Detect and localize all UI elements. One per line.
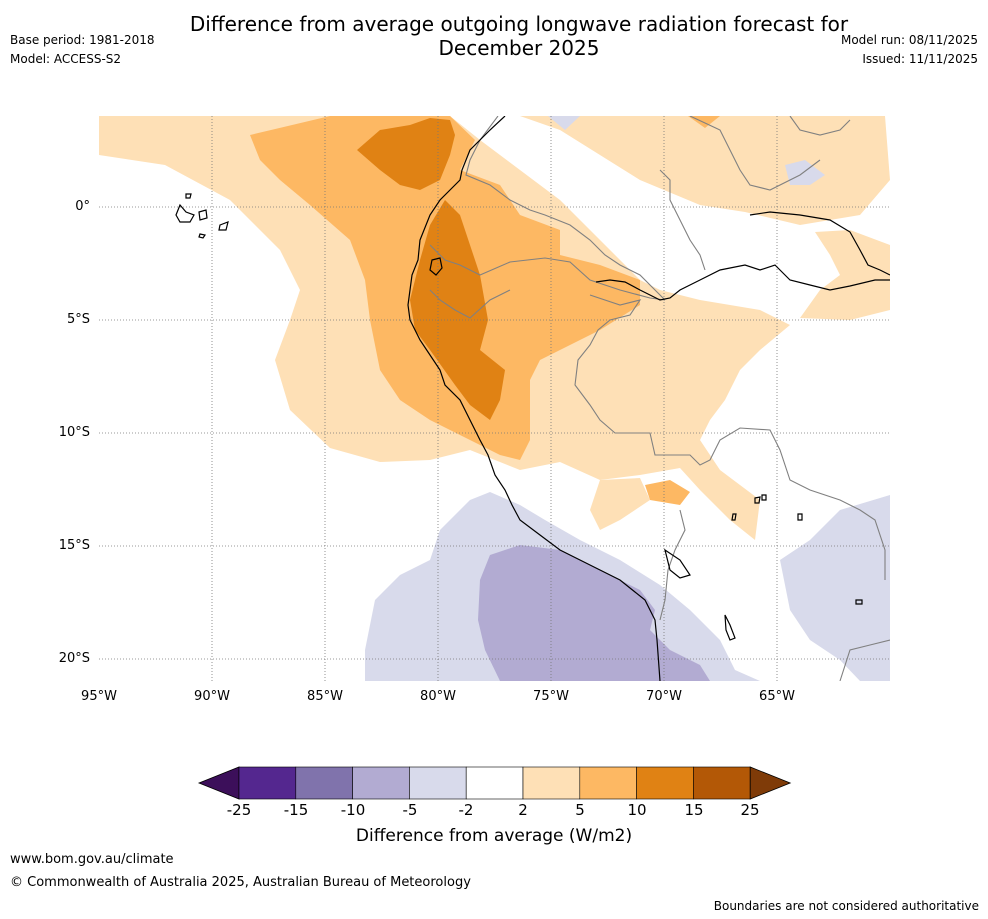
coastlines [175, 116, 890, 681]
title-line-1: Difference from average outgoing longwav… [189, 12, 849, 36]
colorbar [197, 766, 792, 800]
colorbar-swatch [693, 766, 751, 800]
disclaimer-text: Boundaries are not considered authoritat… [713, 899, 979, 913]
lat-label-5s: 5°S [66, 312, 90, 327]
lat-label-0: 0° [75, 199, 90, 214]
colorbar-swatch [295, 766, 353, 800]
chart-title: Difference from average outgoing longwav… [0, 12, 988, 60]
colorbar-swatch [465, 766, 524, 800]
colorbar-swatch [238, 766, 297, 800]
colorbar-tick-label: 5 [575, 801, 585, 819]
colorbar-swatch [636, 766, 694, 800]
colorbar-swatch [579, 766, 637, 800]
colorbar-tick-label: -10 [340, 801, 366, 819]
anomaly-region-minus5-to-minus10 [478, 545, 710, 681]
model-text: Model: ACCESS-S2 [10, 52, 122, 66]
lon-label-90w: 90°W [194, 689, 230, 704]
lat-label-15s: 15°S [58, 538, 90, 553]
website-link[interactable]: www.bom.gov.au/climate [10, 852, 174, 867]
map-area [99, 116, 890, 681]
colorbar-tick-label: -15 [283, 801, 309, 819]
model-run-text: Model run: 08/11/2025 [840, 33, 978, 47]
colorbar-tick-label: 25 [740, 801, 760, 819]
lon-label-85w: 85°W [307, 689, 343, 704]
colorbar-tick-label: -2 [458, 801, 474, 819]
colorbar-title: Difference from average (W/m2) [355, 826, 633, 846]
colorbar-extend-right [749, 766, 792, 800]
title-line-2: December 2025 [438, 36, 600, 60]
colorbar-extend-left [197, 766, 240, 800]
colorbar-swatch [522, 766, 581, 800]
base-period-text: Base period: 1981-2018 [10, 33, 155, 47]
copyright-text: © Commonwealth of Australia 2025, Austra… [10, 875, 471, 890]
lon-label-75w: 75°W [533, 689, 569, 704]
lon-label-80w: 80°W [420, 689, 456, 704]
colorbar-swatch [352, 766, 410, 800]
colorbar-swatch [409, 766, 467, 800]
country-boundaries [429, 116, 890, 681]
colorbar-tick-label: -25 [226, 801, 252, 819]
lon-label-95w: 95°W [81, 689, 117, 704]
graticule [99, 116, 890, 681]
lon-label-70w: 70°W [646, 689, 682, 704]
lat-label-20s: 20°S [58, 651, 90, 666]
colorbar-tick-label: -5 [402, 801, 418, 819]
anomaly-region-10-to-15 [357, 118, 505, 420]
colorbar-tick-label: 10 [627, 801, 647, 819]
issued-text: Issued: 11/11/2025 [862, 52, 978, 66]
lon-label-65w: 65°W [759, 689, 795, 704]
colorbar-tick-label: 15 [684, 801, 704, 819]
anomaly-region-minus2-to-minus5 [365, 116, 890, 681]
lat-label-10s: 10°S [58, 425, 90, 440]
colorbar-tick-label: 2 [518, 801, 528, 819]
